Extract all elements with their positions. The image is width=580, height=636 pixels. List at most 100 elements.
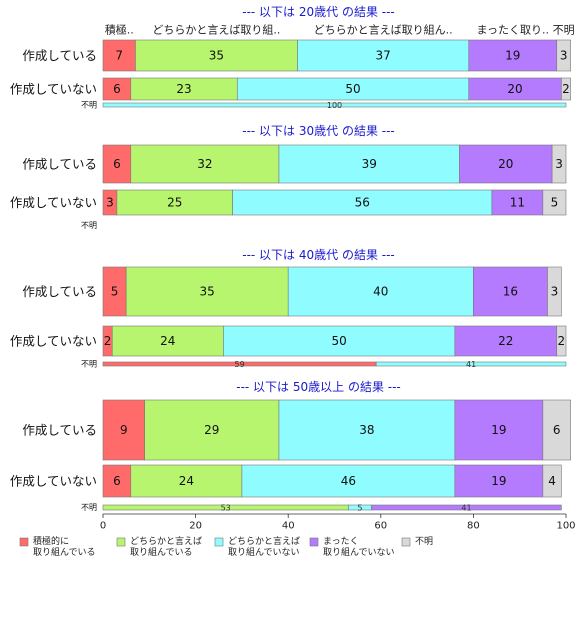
series-header-label: 不明 xyxy=(553,24,575,37)
segment-value-label: 24 xyxy=(160,334,175,348)
segment-value-label: 35 xyxy=(200,285,215,299)
segment-value-label: 22 xyxy=(498,334,513,348)
bar-segment xyxy=(547,266,562,317)
segment-value-label: 2 xyxy=(558,334,566,348)
bar-segment xyxy=(102,102,567,108)
legend-swatch xyxy=(214,537,224,547)
segment-value-label: 41 xyxy=(461,504,471,513)
segment-value-label: 6 xyxy=(113,157,121,171)
segment-value-label: 40 xyxy=(373,285,388,299)
segment-value-label: 6 xyxy=(113,82,121,96)
bar-segment xyxy=(454,464,544,498)
group-title: --- 以下は 40歳代 の結果 --- xyxy=(242,248,395,262)
bar-segment xyxy=(102,39,136,72)
segment-value-label: 39 xyxy=(362,157,377,171)
x-tick-label: 80 xyxy=(467,521,480,532)
bar-segment xyxy=(473,266,548,317)
bar-segment xyxy=(551,144,567,184)
row-label: 不明 xyxy=(81,101,97,110)
segment-value-label: 100 xyxy=(327,101,342,110)
x-tick-label: 100 xyxy=(556,521,575,532)
segment-value-label: 3 xyxy=(551,285,559,299)
bar-segment xyxy=(130,464,243,498)
segment-value-label: 32 xyxy=(197,157,212,171)
bar-segment xyxy=(232,189,493,216)
series-header-label: どちらかと言えば取り組.. xyxy=(152,24,280,37)
row-label: 不明 xyxy=(81,360,97,369)
bar-segment xyxy=(454,325,558,357)
segment-value-label: 38 xyxy=(359,423,374,437)
bar-segment xyxy=(556,325,567,357)
bar-segment xyxy=(459,144,553,184)
legend-label: まったく xyxy=(323,536,359,547)
segment-value-label: 2 xyxy=(104,334,112,348)
segment-value-label: 23 xyxy=(176,82,191,96)
segment-value-label: 20 xyxy=(507,82,522,96)
segment-value-label: 35 xyxy=(209,49,224,63)
legend-label: 取り組んでいない xyxy=(323,546,395,558)
segment-value-label: 3 xyxy=(555,157,563,171)
segment-value-label: 3 xyxy=(106,196,114,210)
segment-value-label: 5 xyxy=(111,285,119,299)
bar-segment xyxy=(375,361,567,367)
segment-value-label: 56 xyxy=(355,196,370,210)
bar-segment xyxy=(287,266,474,317)
bar-segment xyxy=(491,189,544,216)
x-tick-label: 60 xyxy=(374,521,387,532)
bar-segment xyxy=(116,189,233,216)
segment-value-label: 19 xyxy=(491,423,506,437)
segment-value-label: 6 xyxy=(113,474,121,488)
segment-value-label: 6 xyxy=(553,423,561,437)
group-title: --- 以下は 50歳以上 の結果 --- xyxy=(236,380,401,394)
segment-value-label: 9 xyxy=(120,423,128,437)
bar-segment xyxy=(542,189,567,216)
bar-segment xyxy=(371,504,562,511)
segment-value-label: 2 xyxy=(562,82,570,96)
legend-swatch xyxy=(116,537,126,547)
segment-value-label: 20 xyxy=(498,157,513,171)
row-label: 作成している xyxy=(22,284,97,299)
bar-segment xyxy=(125,266,289,317)
segment-value-label: 37 xyxy=(375,49,390,63)
series-header-label: まったく取り.. xyxy=(476,24,549,37)
segment-value-label: 5 xyxy=(551,196,559,210)
segment-value-label: 16 xyxy=(503,285,518,299)
bar-segment xyxy=(297,39,470,72)
bar-segment xyxy=(223,325,456,357)
segment-value-label: 50 xyxy=(331,334,346,348)
bar-segment xyxy=(278,144,460,184)
series-header-label: 積極.. xyxy=(105,23,134,37)
row-label: 作成している xyxy=(22,423,97,438)
segment-value-label: 11 xyxy=(510,196,525,210)
segment-value-label: 46 xyxy=(341,474,356,488)
segment-value-label: 19 xyxy=(505,49,520,63)
bar-segment xyxy=(102,464,132,498)
bar-segment xyxy=(144,399,280,461)
segment-value-label: 50 xyxy=(345,82,360,96)
legend-label: 不明 xyxy=(415,536,433,547)
x-tick-label: 20 xyxy=(189,521,202,532)
legend-swatch xyxy=(401,537,411,547)
row-label: 不明 xyxy=(81,503,97,512)
row-label: 作成していない xyxy=(10,334,97,349)
bar-segment xyxy=(468,39,558,72)
bar-segment xyxy=(241,464,456,498)
segment-value-label: 41 xyxy=(466,360,476,369)
legend-label: 取り組んでいる xyxy=(33,546,96,558)
segment-value-label: 3 xyxy=(560,49,568,63)
row-label: 作成していない xyxy=(10,195,97,210)
bar-segment xyxy=(102,399,145,461)
bar-segment xyxy=(542,399,571,461)
legend-label: 積極的に xyxy=(33,535,69,547)
legend-label: 取り組んでいる xyxy=(130,546,193,558)
bar-segment xyxy=(130,144,280,184)
bar-segment xyxy=(542,464,562,498)
segment-value-label: 59 xyxy=(234,360,244,369)
bar-segment xyxy=(561,77,571,101)
segment-value-label: 19 xyxy=(491,474,506,488)
bar-segment xyxy=(556,39,571,72)
row-label: 作成している xyxy=(22,48,97,63)
legend-swatch xyxy=(19,537,29,547)
legend-swatch xyxy=(309,537,319,547)
